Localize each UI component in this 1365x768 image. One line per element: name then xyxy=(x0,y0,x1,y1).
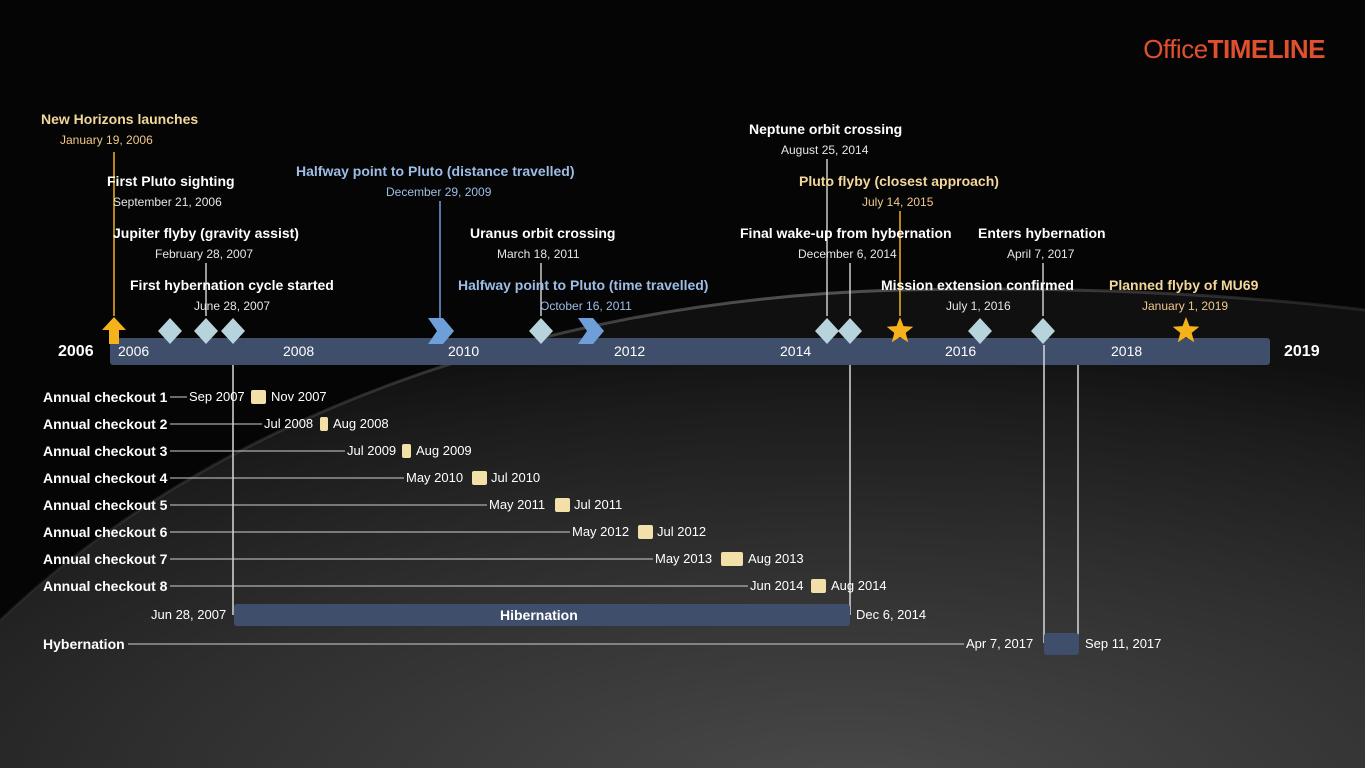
timeline-bar xyxy=(110,338,1270,365)
milestone-date: September 21, 2006 xyxy=(113,195,222,209)
diamond-icon xyxy=(158,318,182,344)
task-row-label: Annual checkout 7 xyxy=(43,551,168,567)
milestone-title: Planned flyby of MU69 xyxy=(1109,277,1259,293)
milestone-title: Mission extension confirmed xyxy=(881,277,1074,293)
hibernation-bar-label: Hibernation xyxy=(500,607,578,623)
milestone-date: August 25, 2014 xyxy=(781,143,869,157)
milestone-title: Pluto flyby (closest approach) xyxy=(799,173,999,189)
office-timeline-logo: OfficeTIMELINE xyxy=(1143,34,1325,65)
milestone-date: February 28, 2007 xyxy=(155,247,254,261)
hibernation-start-date: Jun 28, 2007 xyxy=(151,607,227,622)
task-start-date: May 2011 xyxy=(489,497,546,512)
milestone-title: First Pluto sighting xyxy=(107,173,235,189)
diamond-icon xyxy=(194,318,218,344)
axis-year-label: 2012 xyxy=(614,343,646,359)
star-icon xyxy=(1172,317,1200,343)
task-bar xyxy=(251,390,266,404)
task-row-label: Annual checkout 5 xyxy=(43,497,168,513)
hybernation-start-date: Apr 7, 2017 xyxy=(966,636,1034,651)
diamond-icon xyxy=(1031,318,1055,344)
milestone-date: July 14, 2015 xyxy=(862,195,934,209)
task-start-date: Jul 2008 xyxy=(264,416,314,431)
diamond-icon xyxy=(838,318,862,344)
task-start-date: Jul 2009 xyxy=(347,443,397,458)
task-row-label: Annual checkout 1 xyxy=(43,389,168,405)
chevron-icon xyxy=(578,318,604,344)
hybernation-end-date: Sep 11, 2017 xyxy=(1085,636,1162,651)
hybernation-bar xyxy=(1044,633,1079,655)
task-end-date: Aug 2009 xyxy=(416,443,472,458)
milestone-title: Enters hybernation xyxy=(978,225,1106,241)
axis-year-label: 2016 xyxy=(945,343,977,359)
axis-start-year: 2006 xyxy=(58,343,94,360)
task-start-date: May 2012 xyxy=(572,524,630,539)
task-start-date: May 2010 xyxy=(406,470,464,485)
task-row-label: Annual checkout 8 xyxy=(43,578,168,594)
axis-year-label: 2008 xyxy=(283,343,315,359)
task-end-date: Jul 2010 xyxy=(491,470,541,485)
diamond-icon xyxy=(968,318,992,344)
axis-year-label: 2010 xyxy=(448,343,480,359)
milestone-date: December 6, 2014 xyxy=(798,247,897,261)
task-bar xyxy=(555,498,570,512)
chevron-icon xyxy=(428,318,454,344)
task-bar xyxy=(472,471,487,485)
task-row-label: Annual checkout 6 xyxy=(43,524,168,540)
task-bar xyxy=(638,525,653,539)
task-start-date: Jun 2014 xyxy=(750,578,804,593)
milestone-date: April 7, 2017 xyxy=(1007,247,1075,261)
task-bar xyxy=(320,417,328,431)
milestone-title: Jupiter flyby (gravity assist) xyxy=(113,225,299,241)
task-row-label: Annual checkout 4 xyxy=(43,470,168,486)
hybernation-row-label: Hybernation xyxy=(43,636,125,652)
task-bar xyxy=(402,444,411,458)
milestone-title: Uranus orbit crossing xyxy=(470,225,616,241)
milestone-title: Halfway point to Pluto (distance travell… xyxy=(296,163,575,179)
task-end-date: Aug 2008 xyxy=(333,416,389,431)
logo-office-text: Office xyxy=(1143,34,1208,64)
task-start-date: May 2013 xyxy=(655,551,713,566)
task-start-date: Sep 2007 xyxy=(189,389,245,404)
task-end-date: Jul 2012 xyxy=(657,524,707,539)
milestone-date: March 18, 2011 xyxy=(497,247,580,261)
task-end-date: Aug 2013 xyxy=(748,551,804,566)
arrow-up-icon xyxy=(102,317,126,344)
diamond-icon xyxy=(529,318,553,344)
milestone-date: October 16, 2011 xyxy=(540,299,632,313)
milestone-title: Neptune orbit crossing xyxy=(749,121,903,137)
star-icon xyxy=(886,317,914,343)
axis-year-label: 2006 xyxy=(118,343,150,359)
milestone-date: July 1, 2016 xyxy=(946,299,1011,313)
milestone-title: New Horizons launches xyxy=(41,111,199,127)
task-end-date: Aug 2014 xyxy=(831,578,887,593)
axis-year-label: 2018 xyxy=(1111,343,1143,359)
task-bar xyxy=(721,552,743,566)
milestone-date: June 28, 2007 xyxy=(194,299,271,313)
axis-year-label: 2014 xyxy=(780,343,812,359)
diamond-icon xyxy=(815,318,839,344)
axis-end-year: 2019 xyxy=(1284,343,1320,360)
milestone-date: January 19, 2006 xyxy=(60,133,153,147)
hibernation-bar xyxy=(234,604,850,626)
milestone-title: Final wake-up from hybernation xyxy=(740,225,952,241)
task-end-date: Jul 2011 xyxy=(574,497,623,512)
task-row-label: Annual checkout 3 xyxy=(43,443,168,459)
milestone-title: Halfway point to Pluto (time travelled) xyxy=(458,277,709,293)
task-bar xyxy=(811,579,826,593)
milestone-date: December 29, 2009 xyxy=(386,185,492,199)
hibernation-end-date: Dec 6, 2014 xyxy=(856,607,927,622)
milestone-title: First hybernation cycle started xyxy=(130,277,334,293)
diamond-icon xyxy=(221,318,245,344)
task-row-label: Annual checkout 2 xyxy=(43,416,168,432)
logo-timeline-text: TIMELINE xyxy=(1207,34,1326,64)
milestone-date: January 1, 2019 xyxy=(1142,299,1229,313)
task-end-date: Nov 2007 xyxy=(271,389,327,404)
